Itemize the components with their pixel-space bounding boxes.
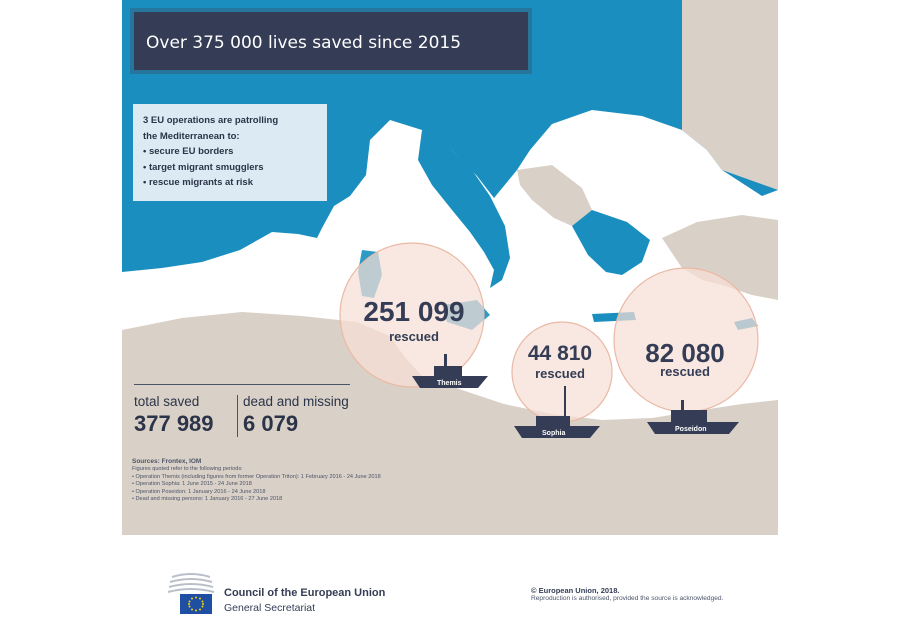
turkey [662, 215, 778, 300]
themis-rescued-label: rescued [389, 329, 439, 344]
north-africa [122, 312, 778, 535]
reproduction-notice: Reproduction is authorised, provided the… [531, 595, 724, 602]
total-saved-label: total saved [134, 394, 200, 409]
themis-ship-label: Themis [437, 380, 462, 387]
sources-line: • Operation Themis (including figures fr… [132, 473, 381, 480]
greece [572, 210, 650, 275]
mediterranean-map [122, 0, 778, 535]
sources-line: • Dead and missing persons: 1 January 20… [132, 496, 283, 503]
sources-line: • Operation Poseidon: 1 January 2016 - 2… [132, 488, 266, 495]
themis-value: 251 099 [363, 296, 465, 327]
balkans [517, 165, 592, 226]
poseidon-rescued-label: rescued [660, 364, 710, 379]
sources-intro: Figures quoted refer to the following pe… [132, 466, 243, 472]
ship-icon [514, 386, 600, 438]
themis-circle [339, 242, 485, 388]
copyright-notice: © European Union, 2018. [531, 586, 620, 595]
sophia-ship-label: Sophia [542, 430, 566, 437]
poseidon-value: 82 080 [645, 338, 725, 368]
infographic: Over 375 000 lives saved since 2015 3 EU… [122, 0, 778, 535]
italy [418, 130, 510, 288]
sophia-value: 44 810 [527, 342, 593, 365]
intro-line: the Mediterranean to: [143, 130, 240, 142]
sources-note: Sources: Frontex, IOM Figures quoted ref… [132, 457, 381, 504]
intro-line: 3 EU operations are patrolling [143, 115, 279, 126]
organisation-name: Council of the European Union [224, 587, 386, 599]
title-banner: Over 375 000 lives saved since 2015 [134, 12, 528, 70]
poseidon-ship-label: Poseidon [675, 426, 707, 433]
page-title: Over 375 000 lives saved since 2015 [146, 33, 462, 53]
organisation-subtitle: General Secretariat [224, 602, 316, 614]
bullet-item: secure EU borders [143, 144, 327, 160]
dead-missing-label: dead and missing [243, 394, 349, 409]
sources-line: • Operation Sophia: 1 June 2015 - 24 Jun… [132, 481, 252, 488]
sources-title: Sources: Frontex, IOM [132, 458, 202, 465]
ship-icon [647, 400, 739, 434]
eastern-europe [682, 0, 778, 190]
ship-icon [412, 354, 488, 388]
sophia-rescued-label: rescued [535, 366, 585, 381]
bullet-item: rescue migrants at risk [143, 175, 327, 191]
bullet-item: target migrant smugglers [143, 160, 327, 176]
operations-info-box: 3 EU operations are patrolling the Medit… [133, 104, 327, 201]
dead-missing-value: 6 079 [243, 411, 299, 436]
council-building-icon [167, 573, 215, 614]
eu-flag-icon [180, 594, 212, 614]
total-saved-value: 377 989 [134, 411, 214, 436]
totals-divider-rule [134, 384, 350, 385]
totals-vertical-divider [237, 395, 238, 437]
